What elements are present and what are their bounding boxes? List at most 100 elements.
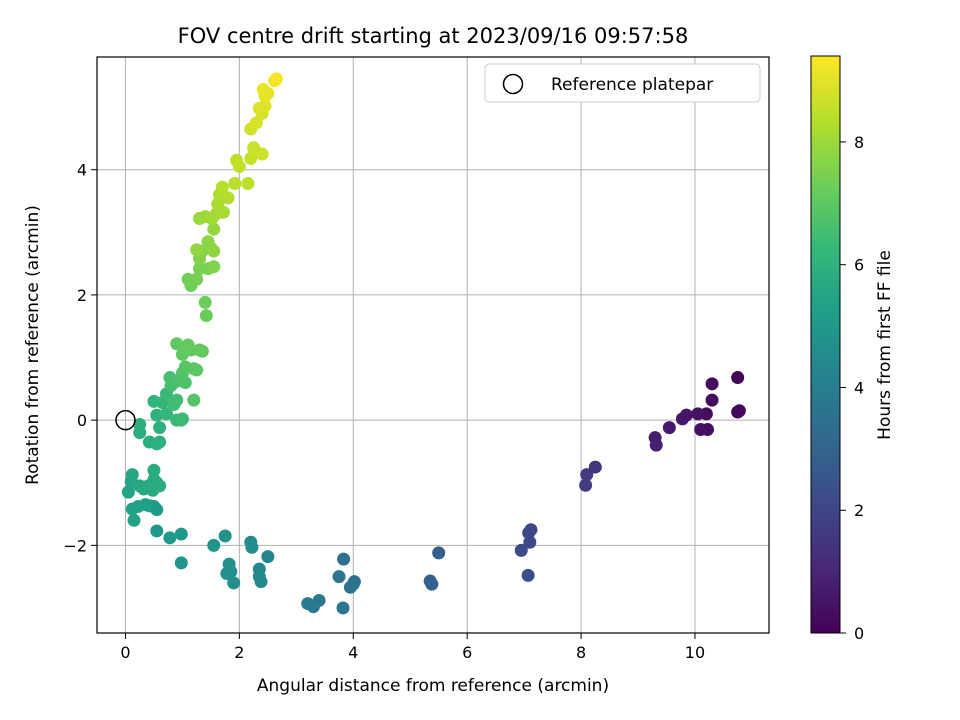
data-point xyxy=(153,479,167,493)
data-point xyxy=(174,556,188,570)
data-point xyxy=(580,468,594,482)
data-point xyxy=(187,393,201,407)
data-point xyxy=(261,550,275,564)
legend-box xyxy=(484,63,761,103)
data-point xyxy=(241,176,255,190)
data-point xyxy=(732,404,746,418)
data-point xyxy=(147,463,161,477)
x-tick-label: 0 xyxy=(120,643,130,662)
data-point xyxy=(121,485,135,499)
data-point xyxy=(731,371,745,385)
data-point xyxy=(675,412,689,426)
data-point xyxy=(227,576,241,590)
data-point xyxy=(252,570,266,584)
colorbar-tick-label: 6 xyxy=(854,256,864,275)
y-axis-label: Rotation from reference (arcmin) xyxy=(23,205,43,485)
data-point xyxy=(207,244,221,258)
reference-point xyxy=(115,409,136,431)
y-tick-label: 4 xyxy=(77,161,87,180)
plot-frame xyxy=(96,56,770,634)
colorbar-tick-label: 2 xyxy=(854,501,864,520)
legend: Reference platepar xyxy=(484,63,761,103)
data-point xyxy=(579,478,593,492)
x-axis-label: Angular distance from reference (arcmin) xyxy=(257,676,609,696)
data-point xyxy=(153,435,167,449)
chart-title: FOV centre drift starting at 2023/09/16 … xyxy=(178,24,689,48)
data-point xyxy=(207,538,221,552)
data-point xyxy=(255,147,269,161)
data-point xyxy=(256,83,270,97)
data-point xyxy=(694,423,708,437)
data-point xyxy=(232,160,246,174)
data-point xyxy=(190,243,204,257)
legend-label: Reference platepar xyxy=(551,75,713,95)
data-point xyxy=(125,468,139,482)
data-point xyxy=(221,191,235,205)
data-point xyxy=(170,337,184,351)
colorbar-tick-label: 4 xyxy=(854,378,864,397)
data-point xyxy=(127,513,141,527)
data-point xyxy=(190,272,204,286)
data-point xyxy=(269,72,283,86)
data-point xyxy=(301,597,315,611)
data-point xyxy=(218,529,232,543)
data-point xyxy=(244,151,258,165)
data-point xyxy=(220,567,234,581)
data-point xyxy=(153,421,167,435)
colorbar-label: Hours from first FF file xyxy=(875,250,895,440)
data-point xyxy=(588,460,602,474)
x-tick-label: 8 xyxy=(576,643,586,662)
data-point xyxy=(432,546,446,560)
x-axis-ticks: 0 2 4 6 8 10 xyxy=(120,633,705,662)
data-point xyxy=(425,577,439,591)
scatter-points xyxy=(121,72,746,615)
data-point xyxy=(198,295,212,309)
data-point xyxy=(163,531,177,545)
y-axis-ticks: −2 0 2 4 xyxy=(63,161,97,555)
x-tick-label: 10 xyxy=(685,643,705,662)
x-tick-label: 4 xyxy=(348,643,358,662)
data-point xyxy=(258,99,272,113)
y-tick-label: 0 xyxy=(77,411,87,430)
data-point xyxy=(249,116,263,130)
data-point xyxy=(662,421,676,435)
data-point xyxy=(201,235,215,249)
data-point xyxy=(336,601,350,615)
data-point xyxy=(174,527,188,541)
data-point xyxy=(207,260,221,274)
data-point xyxy=(245,540,259,554)
data-point xyxy=(207,222,221,236)
data-point xyxy=(332,570,346,584)
colorbar-ticks: 0 2 4 6 8 xyxy=(840,133,864,643)
data-point xyxy=(125,502,139,516)
data-point xyxy=(150,524,164,538)
data-point xyxy=(705,377,719,391)
data-point xyxy=(175,412,189,426)
y-tick-label: 2 xyxy=(77,286,87,305)
data-point xyxy=(195,344,209,358)
data-point xyxy=(150,408,164,422)
data-point xyxy=(159,407,173,421)
colorbar-tick-label: 8 xyxy=(854,133,864,152)
data-point xyxy=(521,568,535,582)
reference-marker xyxy=(115,409,136,431)
colorbar: 0 2 4 6 8 Hours from first FF file xyxy=(810,55,895,643)
data-point xyxy=(523,535,537,549)
colorbar-gradient xyxy=(810,55,841,634)
x-tick-label: 2 xyxy=(234,643,244,662)
data-point xyxy=(170,393,184,407)
data-point xyxy=(181,338,195,352)
data-point xyxy=(337,552,351,566)
data-point xyxy=(199,309,213,323)
data-point xyxy=(343,580,357,594)
legend-marker-icon xyxy=(502,73,524,95)
data-point xyxy=(691,407,705,421)
data-point xyxy=(514,543,528,557)
data-point xyxy=(190,363,204,377)
data-point xyxy=(705,393,719,407)
data-point xyxy=(649,438,663,452)
data-point xyxy=(133,418,147,432)
data-point xyxy=(215,180,229,194)
